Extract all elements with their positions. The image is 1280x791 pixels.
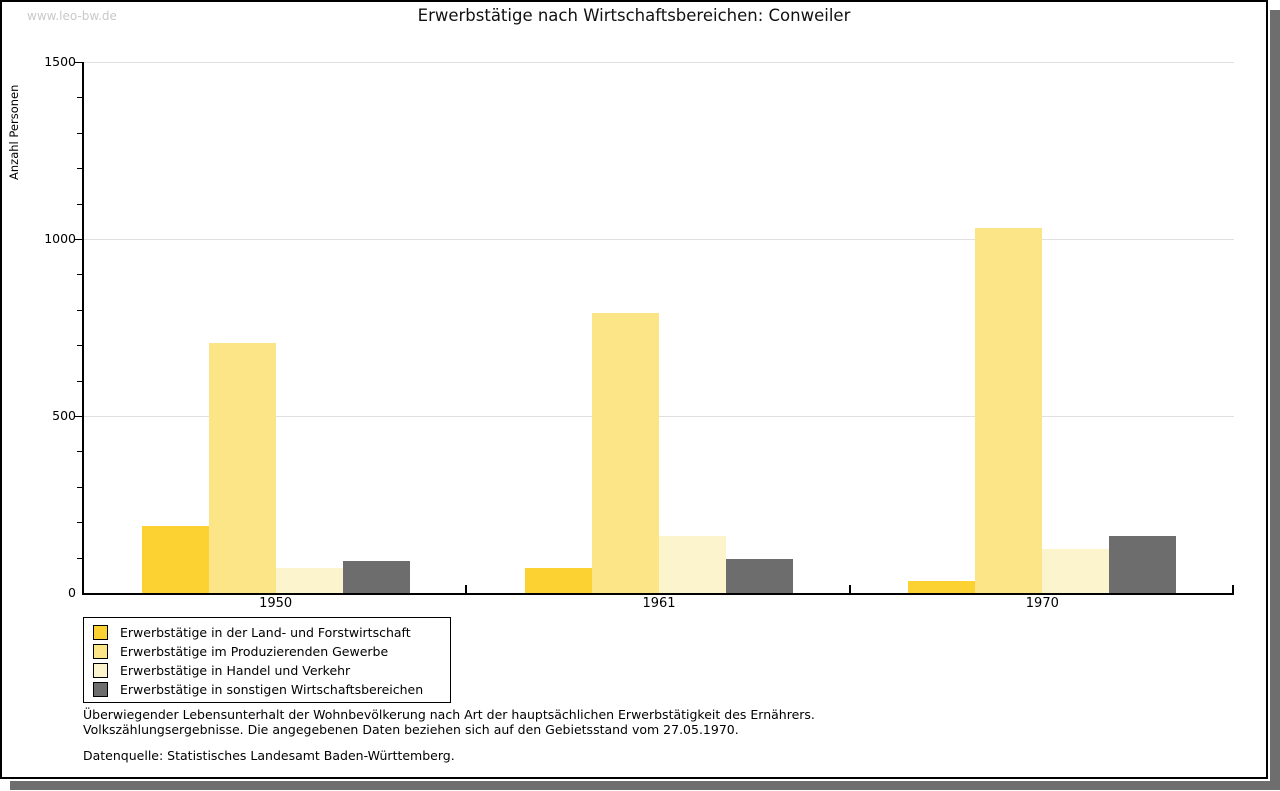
legend-item-label: Erwerbstätige in der Land- und Forstwirt… (120, 625, 411, 640)
y-minor-tick-100 (77, 557, 82, 559)
x-boundary-tick-2 (848, 585, 851, 593)
x-boundary-tick-3 (1232, 585, 1234, 593)
plot-area (75, 62, 1234, 593)
y-minor-tick-700 (77, 345, 82, 347)
y-major-tick-1000 (75, 239, 82, 240)
drop-shadow-bottom (10, 781, 1280, 790)
bar-1970-series-2 (975, 228, 1043, 593)
y-major-tick-1500 (75, 62, 82, 63)
gridline-1500 (84, 62, 1234, 63)
bar-1961-series-1 (525, 568, 592, 593)
x-axis-line (82, 593, 1234, 595)
gridline-1000 (84, 239, 1234, 240)
bar-1950-series-1 (141, 525, 209, 593)
bar-1961-series-3 (659, 536, 726, 593)
legend-swatch-icon (93, 682, 108, 697)
data-source: Datenquelle: Statistisches Landesamt Bad… (83, 748, 455, 763)
legend-item-4: Erwerbstätige in sonstigen Wirtschaftsbe… (93, 680, 441, 699)
y-minor-tick-1100 (77, 203, 82, 205)
legend: Erwerbstätige in der Land- und Forstwirt… (83, 617, 451, 703)
y-tick-label-1500: 1500 (44, 54, 76, 69)
chart-title: Erwerbstätige nach Wirtschaftsbereichen:… (417, 6, 851, 25)
y-tick-label-500: 500 (52, 408, 76, 423)
gridline-500 (84, 416, 1234, 417)
x-category-label-1961: 1961 (642, 596, 676, 611)
y-minor-tick-600 (77, 380, 82, 382)
bar-1961-series-2 (592, 313, 659, 593)
footnote-text: Überwiegender Lebensunterhalt der Wohnbe… (83, 707, 815, 737)
x-boundary-tick-1 (465, 585, 468, 593)
bar-1950-series-3 (275, 568, 343, 593)
y-axis-label: Anzahl Personen (7, 84, 21, 180)
y-minor-tick-1200 (77, 168, 82, 170)
y-tick-label-0: 0 (68, 585, 76, 600)
y-tick-label-1000: 1000 (44, 231, 76, 246)
legend-swatch-icon (93, 644, 108, 659)
legend-item-label: Erwerbstätige in sonstigen Wirtschaftsbe… (120, 682, 424, 697)
legend-item-1: Erwerbstätige in der Land- und Forstwirt… (93, 623, 441, 642)
drop-shadow-right (1270, 10, 1280, 781)
legend-item-2: Erwerbstätige im Produzierenden Gewerbe (93, 642, 441, 661)
bar-1970-series-3 (1042, 548, 1110, 593)
legend-swatch-icon (93, 663, 108, 678)
bar-1961-series-4 (726, 559, 793, 593)
bar-1950-series-2 (208, 343, 276, 593)
bar-1950-series-4 (342, 561, 410, 593)
watermark: www.leo-bw.de (27, 9, 117, 23)
y-minor-tick-1300 (77, 132, 82, 134)
y-minor-tick-400 (77, 451, 82, 453)
x-category-label-1950: 1950 (259, 596, 293, 611)
y-minor-tick-200 (77, 522, 82, 524)
y-minor-tick-800 (77, 309, 82, 311)
chart-frame: www.leo-bw.de Erwerbstätige nach Wirtsch… (0, 0, 1268, 779)
bar-1970-series-1 (908, 580, 976, 593)
y-axis-line (82, 62, 84, 595)
legend-item-3: Erwerbstätige in Handel und Verkehr (93, 661, 441, 680)
y-axis-tick-labels: 0 500 1000 1500 (32, 54, 76, 600)
x-axis-tick-labels: 1950 1961 1970 (84, 596, 1234, 614)
y-minor-tick-1400 (77, 97, 82, 99)
legend-item-label: Erwerbstätige in Handel und Verkehr (120, 663, 351, 678)
y-minor-tick-300 (77, 486, 82, 488)
footnote-line-1: Überwiegender Lebensunterhalt der Wohnbe… (83, 707, 815, 722)
y-major-tick-500 (75, 416, 82, 417)
bar-1970-series-4 (1109, 536, 1177, 593)
y-minor-tick-900 (77, 274, 82, 276)
footnote-line-2: Volkszählungsergebnisse. Die angegebenen… (83, 721, 739, 737)
legend-swatch-icon (93, 625, 108, 640)
legend-item-label: Erwerbstätige im Produzierenden Gewerbe (120, 644, 389, 659)
x-category-label-1970: 1970 (1025, 596, 1059, 611)
